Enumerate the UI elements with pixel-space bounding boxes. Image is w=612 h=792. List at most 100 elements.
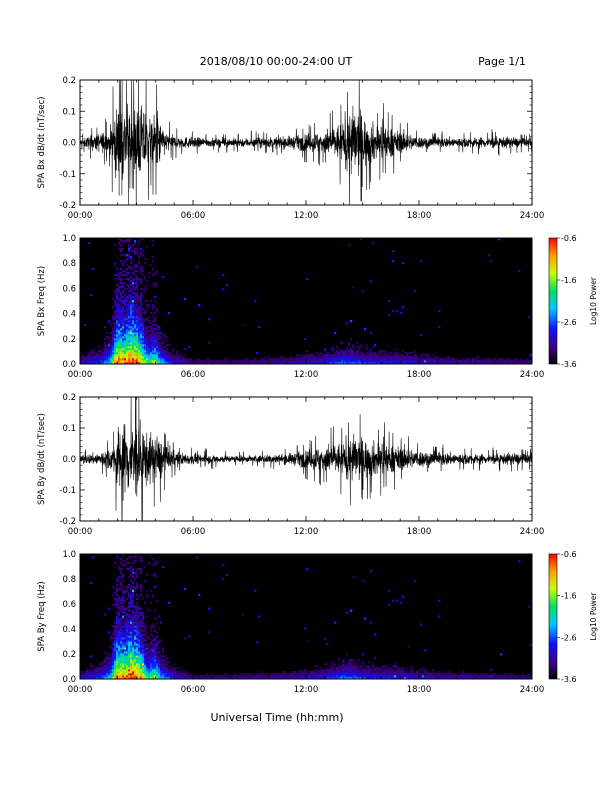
spectrogram-cell [282, 677, 285, 680]
spectrogram-cell [132, 314, 135, 317]
spectrogram-cell [372, 667, 375, 670]
spectrogram-cell [402, 358, 405, 361]
spectrogram-cell [118, 334, 121, 337]
spectrogram-cell [152, 671, 155, 674]
spectrogram-cell [334, 360, 337, 363]
spectrogram-cell [378, 673, 381, 676]
spectrogram-cell [492, 360, 495, 363]
spectrogram-cell [104, 352, 107, 355]
spectrogram-cell [112, 665, 115, 668]
spectrogram-cell [124, 322, 127, 325]
spectrogram-cell [442, 362, 445, 365]
spectrogram-cell [120, 244, 123, 247]
spectrogram-cell [98, 675, 101, 678]
spectrogram-cell [150, 669, 153, 672]
spectrogram-cell [136, 326, 139, 329]
spectrogram-cell [108, 346, 111, 349]
spectrogram-cell [142, 348, 145, 351]
spectrogram-cell [418, 671, 421, 674]
spectrogram-cell [410, 358, 413, 361]
spectrogram-cell [132, 669, 135, 672]
spectrogram-cell [390, 360, 393, 363]
spectrogram-cell [130, 601, 133, 604]
spectrogram-cell [152, 557, 155, 561]
spectrogram-cell [364, 358, 367, 361]
spectrogram-cell [136, 567, 139, 571]
spectrogram-cell [142, 667, 145, 670]
spectrogram-cell [122, 605, 125, 608]
spectrogram-cell [122, 671, 125, 674]
spectrogram-cell [150, 264, 153, 267]
spectrogram-cell [116, 583, 119, 587]
spectrogram-cell [126, 671, 129, 674]
spectrogram-cell [316, 665, 319, 668]
spectrogram-cell [118, 597, 121, 600]
spectrogram-cell [262, 362, 265, 365]
spectrogram-cell [314, 671, 317, 674]
spectrogram-cell [506, 675, 509, 678]
spectrogram-cell [438, 671, 441, 674]
spectrogram-cell [120, 314, 123, 317]
spectrogram-cell [164, 338, 167, 341]
spectrogram-cell [156, 338, 159, 341]
spectrogram-cell [280, 675, 283, 678]
spectrogram-cell [158, 667, 161, 670]
spectrogram-cell [374, 633, 377, 636]
spectrogram-cell [112, 631, 115, 634]
spectrogram-cell [132, 250, 135, 253]
spectrogram-cell [180, 675, 183, 678]
spectrogram-cell [140, 328, 143, 331]
spectrogram-cell [110, 665, 113, 668]
spectrogram-cell [306, 358, 309, 361]
spectrogram-cell [128, 661, 131, 664]
spectrogram-cell [134, 611, 137, 614]
spectrogram-cell [340, 342, 343, 345]
spectrogram-cell [116, 298, 119, 301]
spectrogram-cell [488, 254, 491, 257]
spectrogram-cell [110, 663, 113, 666]
spectrogram-cell [144, 639, 147, 642]
by-spectrogram-colorbar-tick-label: -0.6 [561, 550, 577, 559]
spectrogram-cell [118, 320, 121, 323]
bx-spectrogram-x-tick-label: 00:00 [68, 370, 93, 380]
spectrogram-cell [160, 344, 163, 347]
spectrogram-cell [100, 671, 103, 674]
spectrogram-cell [362, 360, 365, 363]
spectrogram-cell [136, 575, 139, 579]
spectrogram-cell [126, 587, 129, 591]
spectrogram-cell [126, 264, 129, 267]
spectrogram-cell [138, 328, 141, 331]
spectrogram-cell [298, 675, 301, 678]
spectrogram-cell [96, 667, 99, 670]
spectrogram-cell [386, 669, 389, 672]
spectrogram-cell [276, 677, 279, 680]
spectrogram-cell [410, 665, 413, 668]
spectrogram-cell [150, 362, 153, 365]
spectrogram-cell [104, 338, 107, 341]
spectrogram-cell [354, 358, 357, 361]
spectrogram-cell [268, 675, 271, 678]
spectrogram-cell [124, 665, 127, 668]
spectrogram-cell [146, 593, 149, 596]
spectrogram-cell [140, 254, 143, 257]
spectrogram-cell [342, 358, 345, 361]
spectrogram-cell [150, 667, 153, 670]
spectrogram-cell [134, 360, 137, 363]
spectrogram-cell [156, 310, 159, 313]
spectrogram-cell [350, 669, 353, 672]
spectrogram-cell [148, 342, 151, 345]
spectrogram-cell [120, 304, 123, 307]
spectrogram-cell [132, 338, 135, 341]
spectrogram-cell [138, 318, 141, 321]
spectrogram-cell [398, 360, 401, 363]
spectrogram-cell [310, 677, 313, 680]
spectrogram-cell [350, 673, 353, 676]
spectrogram-cell [140, 633, 143, 636]
spectrogram-cell [524, 675, 527, 678]
spectrogram-cell [282, 356, 285, 359]
spectrogram-cell [380, 671, 383, 674]
spectrogram-cell [406, 358, 409, 361]
spectrogram-cell [118, 248, 121, 251]
spectrogram-cell [138, 675, 141, 678]
spectrogram-cell [468, 675, 471, 678]
